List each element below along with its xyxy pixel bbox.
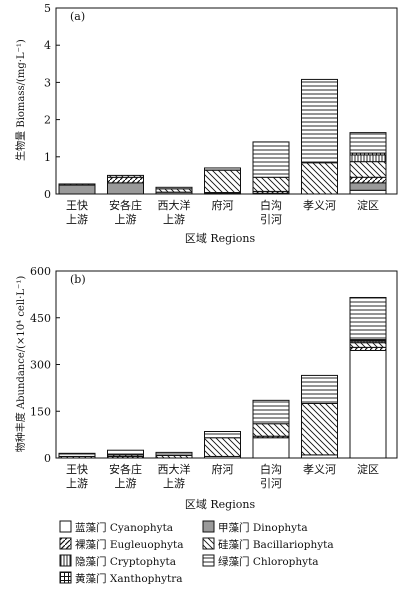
panel-a-tag: (a)	[70, 10, 85, 23]
legend-label-crypto: 隐藻门 Cryptophyta	[75, 555, 176, 568]
bar-segment-chloro	[204, 167, 241, 171]
panel-b-frame	[55, 270, 398, 459]
bar-segment-cyano	[349, 349, 387, 459]
legend-swatch-eugle	[59, 537, 72, 550]
bar-segment-bacil	[155, 188, 193, 193]
panel-b-y-tick-label: 600	[30, 265, 51, 278]
bar-segment-chloro	[301, 374, 338, 404]
panel-a-y-tick-label: 5	[44, 2, 51, 15]
category-label: 上游	[66, 477, 88, 490]
bar-segment-eugle	[349, 176, 387, 184]
bar-segment-chloro	[349, 296, 387, 341]
bar-segment-chloro	[301, 78, 338, 164]
panel-b-x-axis-label: 区域 Regions	[185, 498, 256, 511]
panel-a-y-tick-label: 3	[44, 76, 51, 89]
legend-label-cyano: 蓝藻门 Cyanophyta	[75, 521, 173, 534]
bar-segment-cyano	[349, 189, 387, 195]
panel-b-tag: (b)	[70, 273, 86, 286]
bar-segment-chloro	[252, 141, 290, 178]
bar-segment-bacil	[349, 342, 387, 348]
category-label: 孝义河	[303, 199, 336, 212]
panel-b-y-axis-label: 物种丰度 Abundance/(×10⁴ cell·L⁻¹)	[14, 276, 27, 453]
panel-a-y-tick-label: 4	[44, 39, 51, 52]
legend-label-chloro: 绿藻门 Chlorophyta	[218, 555, 319, 568]
legend-label-bacil: 硅藻门 Bacillariophyta	[218, 538, 334, 551]
legend-swatch-chloro	[202, 554, 215, 567]
category-label: 上游	[163, 213, 185, 226]
legend-swatch-xantho	[59, 571, 72, 584]
bar-segment-dino	[58, 184, 96, 195]
category-label: 府河	[212, 462, 234, 476]
panel-b-y-tick-label: 300	[30, 359, 51, 372]
panel-a-x-axis-label: 区域 Regions	[185, 232, 256, 245]
bar-segment-chloro	[204, 431, 241, 439]
legend-label-dino: 甲藻门 Dinophyta	[218, 521, 308, 534]
bar-segment-crypto	[349, 154, 387, 163]
category-label: 上游	[115, 477, 137, 490]
bar-segment-chloro	[349, 132, 387, 154]
category-label: 西大洋	[158, 462, 191, 476]
category-label: 白沟	[260, 198, 282, 212]
category-label: 上游	[115, 213, 137, 226]
category-label: 淀区	[357, 198, 379, 212]
panel-b-abundance-chart: (b) 物种丰度 Abundance/(×10⁴ cell·L⁻¹) 区域 Re…	[14, 265, 398, 511]
panel-a-y-tick-label: 1	[44, 151, 51, 164]
legend-swatch-dino	[202, 520, 215, 533]
bar-segment-cyano	[252, 437, 290, 459]
bar-segment-chloro	[155, 186, 193, 190]
category-label: 淀区	[357, 462, 379, 476]
bar-segment-bacil	[301, 162, 338, 195]
panel-a-y-tick-label: 2	[44, 114, 51, 127]
panel-a-y-tick-label: 0	[44, 188, 51, 201]
category-label: 引河	[260, 476, 282, 490]
chart-legend: 蓝藻门 Cyanophyta 甲藻门 Dinophyta 裸藻门 Eugleuoph…	[59, 520, 334, 585]
panel-a-axes	[55, 7, 398, 195]
legend-label-eugle: 裸藻门 Eugleuophyta	[75, 538, 184, 551]
legend-swatch-crypto	[59, 554, 72, 567]
category-label: 引河	[260, 212, 282, 226]
category-label: 西大洋	[158, 198, 191, 212]
legend-swatch-bacil	[202, 537, 215, 550]
bar-segment-chloro	[155, 451, 193, 457]
bar-segment-chloro	[58, 452, 96, 457]
category-label: 府河	[212, 198, 234, 212]
bar-segment-bacil	[349, 161, 387, 178]
bar-segment-bacil	[252, 176, 290, 192]
panel-a-y-axis-label: 生物量 Biomass/(mg·L⁻¹)	[14, 39, 27, 161]
legend-label-xantho: 黄藻门 Xanthophytra	[75, 572, 183, 585]
category-label: 上游	[66, 213, 88, 226]
category-label: 王快	[66, 463, 88, 476]
bar-segment-dino	[107, 182, 144, 195]
panel-b-axes	[55, 270, 398, 459]
panel-a-frame	[55, 7, 398, 195]
bar-segment-bacil	[58, 183, 96, 186]
bar-segment-bacil	[107, 174, 144, 178]
category-label: 安各庄	[109, 462, 142, 476]
category-label: 白沟	[260, 462, 282, 476]
category-label: 安各庄	[109, 198, 142, 212]
panel-a-bars	[58, 78, 387, 195]
bar-segment-bacil	[252, 423, 290, 437]
bar-segment-bacil	[204, 169, 241, 194]
bar-segment-dino	[349, 182, 387, 191]
panel-b-y-tick-label: 150	[30, 405, 51, 418]
panel-a-biomass-chart: (a) 生物量 Biomass/(mg·L⁻¹) 区域 Regions 0 1 2 3…	[14, 2, 398, 245]
panel-b-y-tick-label: 450	[30, 312, 51, 325]
panel-b-bars	[58, 296, 387, 459]
category-label: 孝义河	[303, 463, 336, 476]
bar-segment-eugle	[107, 176, 144, 184]
bar-segment-chloro	[252, 399, 290, 425]
bar-segment-chloro	[107, 449, 144, 456]
category-label: 上游	[163, 477, 185, 490]
bar-segment-bacil	[301, 402, 338, 456]
bar-segment-bacil	[204, 437, 241, 457]
category-label: 王快	[66, 199, 88, 212]
legend-swatch-cyano	[59, 520, 72, 533]
panel-b-y-tick-label: 0	[44, 452, 51, 465]
